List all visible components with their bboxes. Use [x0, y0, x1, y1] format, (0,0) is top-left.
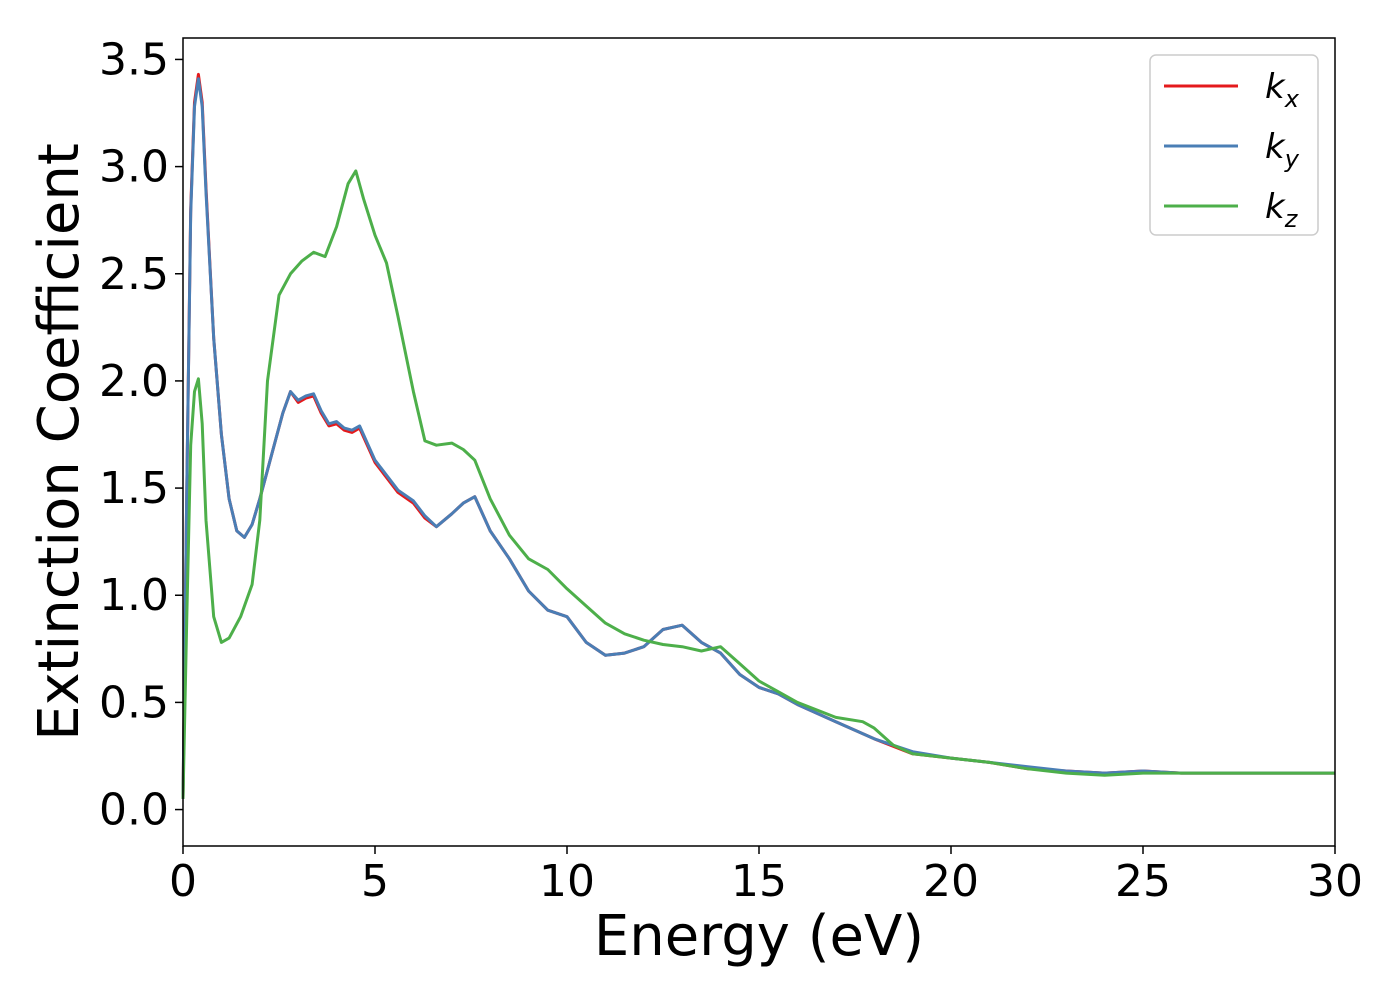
y-axis-title: Extinction Coefficient — [27, 143, 92, 741]
y-tick-label: 2.5 — [99, 249, 169, 300]
legend-label-subscript: y — [1284, 145, 1300, 173]
legend-label-kx: kx — [1265, 67, 1300, 113]
x-tick-label: 30 — [1307, 856, 1363, 907]
x-tick-label: 20 — [923, 856, 979, 907]
legend-label-ky: ky — [1265, 127, 1300, 173]
y-tick-label: 3.5 — [99, 34, 169, 85]
legend-label-main: k — [1265, 127, 1286, 167]
x-tick-label: 15 — [731, 856, 787, 907]
series-line-ky — [181, 77, 1335, 799]
legend-label-subscript: x — [1284, 85, 1300, 113]
y-tick-label: 3.0 — [99, 142, 169, 193]
y-tick-label: 2.0 — [99, 356, 169, 407]
y-tick-label: 1.0 — [99, 570, 169, 621]
y-tick-label: 1.5 — [99, 463, 169, 514]
x-tick-label: 10 — [539, 856, 595, 907]
legend-label-main: k — [1265, 187, 1286, 227]
legend-label-main: k — [1265, 67, 1286, 107]
x-tick-label: 0 — [169, 856, 197, 907]
x-axis-title: Energy (eV) — [594, 904, 924, 969]
legend-label-subscript: z — [1284, 205, 1299, 233]
series-line-kz — [181, 169, 1335, 799]
y-tick-label: 0.5 — [99, 677, 169, 728]
y-axis-ticks: 0.0 0.5 1.0 1.5 2.0 2.5 3.0 3.5 — [99, 34, 183, 836]
legend-label-kz: kz — [1265, 187, 1299, 233]
x-axis-ticks: 0 5 10 15 20 25 30 — [169, 846, 1363, 907]
y-tick-label: 0.0 — [99, 785, 169, 836]
series-layer — [181, 72, 1335, 799]
x-tick-label: 5 — [361, 856, 389, 907]
x-tick-label: 25 — [1115, 856, 1171, 907]
